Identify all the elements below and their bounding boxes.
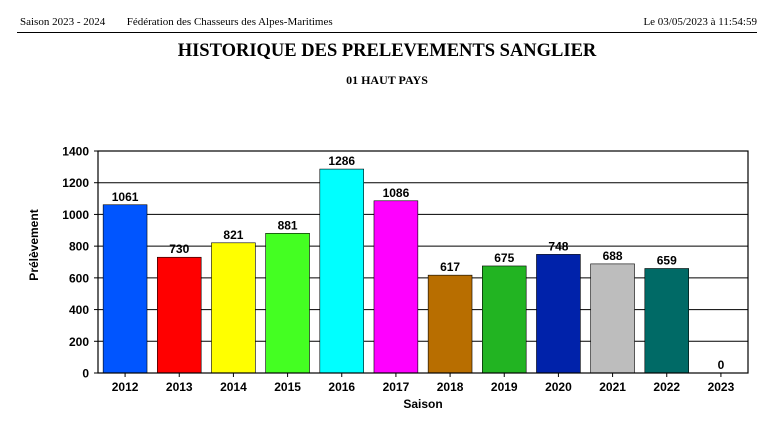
- bar-2016: [319, 168, 364, 374]
- data-label-2019: 675: [494, 251, 514, 265]
- y-tick-label: 400: [69, 303, 89, 317]
- bar-2019: [482, 265, 527, 374]
- y-tick-label: 800: [69, 240, 89, 254]
- report-datetime: Le 03/05/2023 à 11:54:59: [643, 16, 757, 28]
- bar-2018: [427, 274, 473, 374]
- x-tick-label-2017: 2017: [383, 380, 410, 394]
- data-label-2012: 1061: [112, 190, 139, 204]
- x-tick-label-2016: 2016: [328, 380, 355, 394]
- bar-2015: [265, 232, 310, 374]
- x-tick-label-2023: 2023: [708, 380, 735, 394]
- data-labels: 1061 730 821 881 1286 1086 617 675 748 688 659 0: [112, 154, 725, 372]
- x-tick-label-2020: 2020: [545, 380, 572, 394]
- chart-title: HISTORIQUE DES PRELEVEMENTS SANGLIER: [177, 41, 597, 61]
- y-tick-label: 1400: [62, 145, 89, 159]
- y-tick-label: 1000: [62, 208, 89, 222]
- x-tick-label-2019: 2019: [491, 380, 518, 394]
- data-label-2021: 688: [603, 249, 623, 263]
- bars: [102, 168, 689, 374]
- y-axis-title: Prélèvement: [27, 209, 41, 280]
- data-label-2020: 748: [548, 239, 568, 253]
- y-tick-label: 600: [69, 271, 89, 285]
- bar-2021: [590, 263, 635, 374]
- gridlines: [98, 182, 748, 342]
- bar-2012: [102, 204, 148, 374]
- data-label-2022: 659: [657, 254, 677, 268]
- y-tick-label: 200: [69, 335, 89, 349]
- bar-2013: [157, 256, 202, 374]
- x-tick-label-2013: 2013: [166, 380, 193, 394]
- x-tick-label-2012: 2012: [112, 380, 139, 394]
- data-label-2014: 821: [223, 228, 243, 242]
- data-label-2023: 0: [718, 358, 725, 372]
- bar-2022: [644, 268, 689, 374]
- x-axis-title: Saison: [403, 397, 442, 411]
- data-label-2018: 617: [440, 260, 460, 274]
- y-tick-label: 1200: [62, 176, 89, 190]
- y-axis-ticks: 0 200 400 600 800 1000 1200 1400: [62, 145, 98, 381]
- chart-subtitle: 01 HAUT PAYS: [346, 73, 428, 87]
- x-tick-label-2018: 2018: [437, 380, 464, 394]
- season-label: Saison 2023 - 2024: [20, 16, 106, 28]
- x-tick-label-2021: 2021: [599, 380, 626, 394]
- y-tick-label: 0: [82, 367, 89, 381]
- data-label-2016: 1286: [328, 154, 355, 168]
- plot-frame: [97, 150, 749, 374]
- data-label-2015: 881: [278, 218, 298, 232]
- x-axis-ticks: 2012 2013 2014 2015 2016 2017 2018 2019 2020 2021…: [112, 373, 735, 394]
- data-label-2013: 730: [169, 242, 189, 256]
- federation-name: Fédération des Chasseurs des Alpes-Marit…: [126, 16, 333, 28]
- header-divider: [17, 32, 757, 33]
- x-tick-label-2014: 2014: [220, 380, 247, 394]
- x-tick-label-2022: 2022: [653, 380, 680, 394]
- bar-2017: [373, 200, 419, 374]
- bar-2020: [536, 254, 581, 374]
- data-label-2017: 1086: [383, 186, 410, 200]
- x-tick-label-2015: 2015: [274, 380, 301, 394]
- bar-2014: [211, 242, 256, 374]
- header-left: Saison 2023 - 2024 Fédération des Chasse…: [20, 16, 333, 28]
